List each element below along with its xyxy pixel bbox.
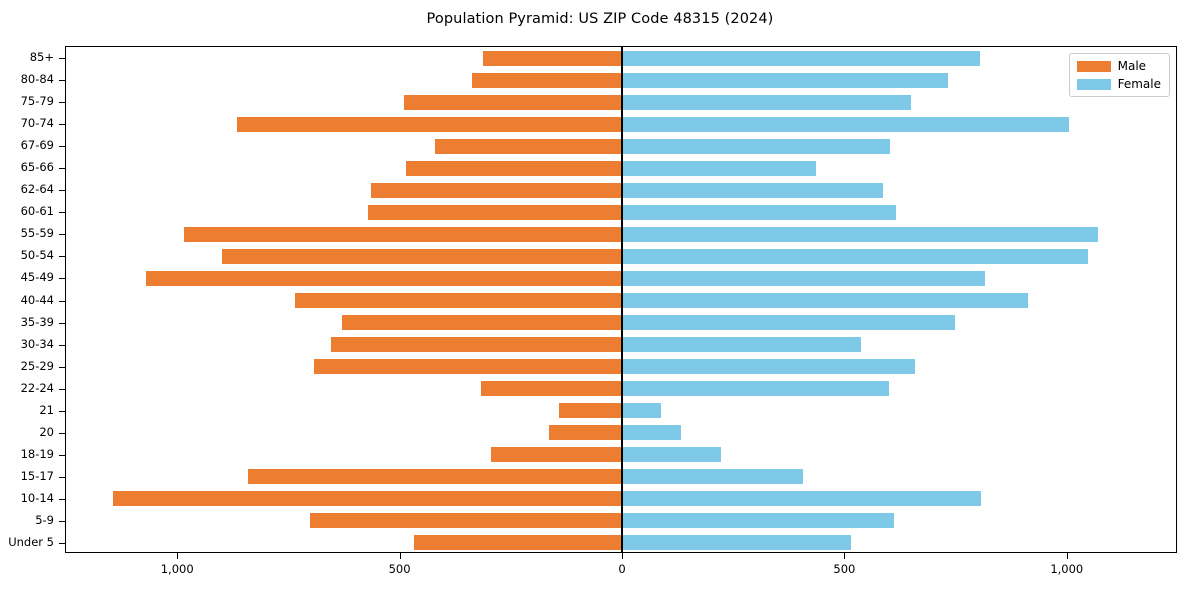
y-tick-mark: [59, 366, 66, 368]
y-tick-mark: [59, 146, 66, 148]
legend-item-female[interactable]: Female: [1076, 77, 1161, 91]
y-tick-mark: [59, 432, 66, 434]
bar-female-22-24: [622, 381, 889, 397]
y-tick-mark: [59, 520, 66, 522]
bar-female-20: [622, 425, 681, 441]
bar-female-50-54: [622, 248, 1089, 264]
bar-female-45-49: [622, 270, 985, 286]
bar-female-80-84: [622, 72, 949, 88]
bar-male-55-59: [183, 226, 622, 242]
bar-male-60-61: [368, 204, 622, 220]
bar-female-under-5: [622, 535, 852, 551]
bar-male-20: [548, 425, 622, 441]
y-tick-mark: [59, 102, 66, 104]
bar-male-67-69: [435, 138, 622, 154]
bar-female-15-17: [622, 469, 804, 485]
bar-male-45-49: [146, 270, 622, 286]
y-tick-mark: [59, 212, 66, 214]
bar-female-75-79: [622, 94, 912, 110]
bar-female-25-29: [622, 359, 916, 375]
bar-male-62-64: [370, 182, 622, 198]
x-tick-label: 1,000: [1050, 562, 1084, 576]
bar-female-40-44: [622, 293, 1029, 308]
bar-female-70-74: [622, 116, 1070, 132]
y-tick-mark: [59, 454, 66, 456]
y-tick-mark: [59, 300, 66, 302]
y-tick-mark: [59, 168, 66, 170]
bar-female-18-19: [622, 447, 721, 463]
x-tick-mark: [399, 552, 401, 559]
bar-female-60-61: [622, 204, 896, 220]
chart-legend: Male Female: [1068, 53, 1170, 97]
y-tick-mark: [59, 256, 66, 258]
bar-male-18-19: [490, 447, 622, 463]
bar-male-under-5: [414, 535, 622, 551]
bar-female-67-69: [622, 138, 891, 154]
bar-male-22-24: [480, 381, 622, 397]
y-tick-mark: [59, 498, 66, 500]
x-tick-mark: [622, 552, 623, 559]
y-tick-mark: [59, 234, 66, 236]
x-tick-mark: [844, 552, 846, 559]
bar-male-10-14: [112, 491, 622, 507]
chart-title: Population Pyramid: US ZIP Code 48315 (2…: [426, 11, 774, 27]
y-tick-mark: [59, 410, 66, 412]
x-tick-label: 1,000: [160, 562, 194, 576]
bar-male-65-66: [406, 160, 622, 176]
bars-layer: [66, 47, 1176, 552]
bar-male-40-44: [295, 293, 622, 308]
legend-item-male[interactable]: Male: [1076, 59, 1161, 73]
bar-male-70-74: [237, 116, 622, 132]
y-tick-mark: [59, 388, 66, 390]
x-tick-mark: [177, 552, 179, 559]
legend-label-male: Male: [1117, 59, 1147, 73]
y-tick-mark: [59, 476, 66, 478]
bar-female-35-39: [622, 315, 955, 331]
legend-swatch-male: [1076, 60, 1111, 72]
x-tick-label: 500: [388, 562, 411, 576]
bar-male-75-79: [404, 94, 622, 110]
bar-female-85-: [622, 50, 981, 66]
y-tick-mark: [59, 190, 66, 192]
bar-male-85-: [482, 50, 622, 66]
y-tick-mark: [59, 278, 66, 280]
x-tick-mark: [1066, 552, 1068, 559]
bar-male-15-17: [248, 469, 622, 485]
legend-label-female: Female: [1117, 77, 1161, 91]
y-tick-mark: [59, 58, 66, 60]
y-tick-mark: [59, 344, 66, 346]
plot-area: 85+ 80-84 75-79 70-74 67-69 65-66 62-64 60-61 55…: [8, 46, 1177, 576]
bar-male-21: [559, 403, 622, 419]
x-tick-label: 500: [833, 562, 856, 576]
bar-female-21: [622, 403, 661, 419]
y-tick-mark: [59, 80, 66, 82]
bar-male-30-34: [330, 337, 622, 353]
bar-male-50-54: [221, 248, 622, 264]
bar-male-25-29: [313, 359, 622, 375]
legend-swatch-female: [1076, 78, 1111, 90]
bar-male-5-9: [309, 513, 622, 529]
bar-female-65-66: [622, 160, 817, 176]
bar-female-5-9: [622, 513, 894, 529]
bar-female-10-14: [622, 491, 982, 507]
y-tick-mark: [59, 322, 66, 324]
x-tick-label: 0: [618, 562, 626, 576]
zero-axis-line: [621, 47, 623, 552]
bar-male-35-39: [341, 315, 622, 331]
bar-female-30-34: [622, 337, 861, 353]
bar-female-62-64: [622, 182, 884, 198]
y-tick-mark: [59, 542, 66, 544]
bar-male-80-84: [472, 72, 622, 88]
bar-female-55-59: [622, 226, 1098, 242]
y-tick-mark: [59, 124, 66, 126]
